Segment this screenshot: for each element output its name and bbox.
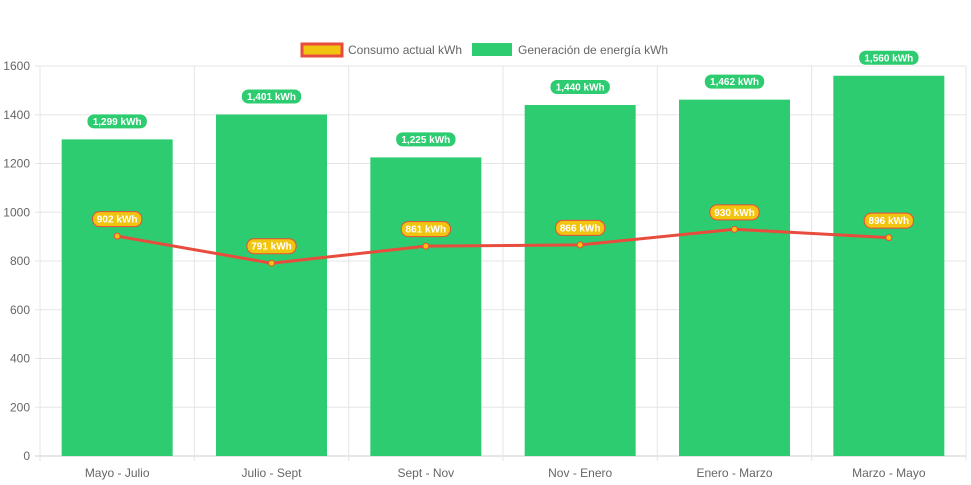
line-data-label: 930 kWh [714,208,755,219]
bar-data-label-bg [86,113,148,130]
bar [679,99,790,456]
line-point [885,234,893,242]
line-point [268,259,275,267]
line-data-label: 866 kWh [560,223,601,234]
bar-data-label: 1,299 kWh [93,117,142,128]
line-data-label-bg [863,212,914,229]
line-data-label: 902 kWh [97,215,138,226]
bar-data-label-bg [395,131,457,148]
y-tick-label: 800 [10,254,30,268]
bar-data-label-bg [240,88,303,105]
line-point [422,242,430,250]
line-point [113,232,121,240]
bar-data-label: 1,225 kWh [401,135,450,146]
bar-data-label-bg [549,79,611,95]
y-tick-label: 200 [10,400,30,414]
x-tick-label: Mayo - Julio [85,466,150,480]
bar-data-label: 1,440 kWh [556,83,605,94]
y-tick-label: 1200 [3,157,30,171]
line-data-label: 896 kWh [869,216,910,227]
bar [61,139,173,456]
x-tick-label: Nov - Enero [548,466,612,480]
x-tick-label: Marzo - Mayo [852,466,926,480]
legend-swatch-consumo [300,42,344,58]
bar-data-label-bg [703,73,766,90]
y-tick-label: 1400 [3,108,30,122]
line-point [731,225,738,233]
x-tick-label: Sept - Nov [397,466,454,480]
line-data-label: 791 kWh [251,242,292,253]
line-data-label-bg [92,211,143,228]
y-tick-label: 600 [10,303,30,317]
legend-label-consumo: Consumo actual kWh [348,43,462,57]
legend-label-generacion: Generación de energía kWh [518,43,668,57]
line-data-label-bg [400,221,451,238]
y-tick-label: 1600 [3,59,30,73]
line-data-label: 861 kWh [406,225,447,236]
bar [216,114,327,456]
bar-data-label: 1,462 kWh [710,77,759,88]
bar-data-label: 1,401 kWh [247,92,296,103]
bar [833,75,945,456]
line-data-label-bg [246,238,297,255]
bar-data-label-bg [858,49,920,66]
x-tick-label: Enero - Marzo [696,466,772,480]
legend-swatch-generacion [472,43,512,56]
y-tick-label: 0 [23,449,30,463]
x-tick-label: Julio - Sept [241,466,302,480]
y-tick-label: 1000 [3,205,30,219]
y-tick-label: 400 [10,352,30,366]
bar [370,157,482,456]
bar-data-label: 1,560 kWh [864,53,913,64]
line-series [116,227,889,265]
line-data-label-bg [709,204,760,221]
line-data-label-bg [555,219,606,236]
bar [524,105,636,456]
line-point [576,241,584,249]
